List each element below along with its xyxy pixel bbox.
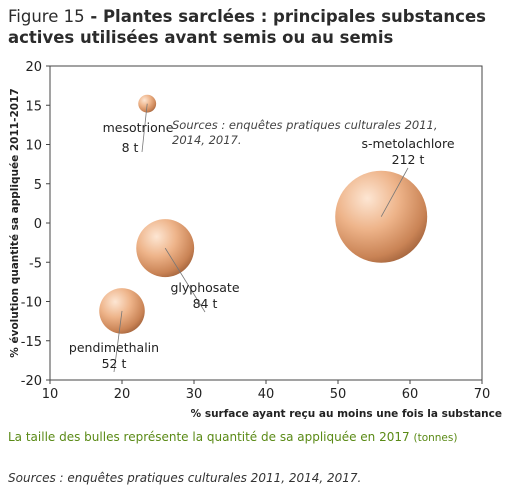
y-tick-label: 20 — [25, 60, 42, 75]
leader-mesotrione — [141, 103, 148, 153]
y-tick-label: 15 — [25, 99, 42, 114]
bubble-size-note: La taille des bulles représente la quant… — [8, 430, 457, 444]
label-mesotrione: mesotrione — [103, 120, 174, 135]
size-label-pendimethalin: 52 t — [102, 356, 127, 371]
size-label-mesotrione: 8 t — [122, 140, 139, 155]
y-tick-label: 0 — [34, 217, 42, 232]
labels-layer: Sources : enquêtes pratiques culturales … — [69, 103, 455, 373]
x-tick-label: 70 — [474, 387, 491, 402]
x-tick-label: 20 — [114, 387, 131, 402]
y-tick-label: -15 — [21, 335, 42, 350]
figure-number: Figure 15 — [8, 7, 85, 26]
x-axis-label: % surface ayant reçu au moins une fois l… — [191, 408, 502, 420]
bubble-size-note-text: La taille des bulles représente la quant… — [8, 430, 410, 444]
leader-s-metolachlore — [380, 167, 409, 217]
size-label-s-metolachlore: 212 t — [392, 152, 425, 167]
label-pendimethalin: pendimethalin — [69, 340, 159, 355]
x-tick-label: 30 — [186, 387, 203, 402]
leader-glyphosate — [164, 247, 206, 313]
y-tick-label: -5 — [29, 256, 42, 271]
label-glyphosate: glyphosate — [170, 280, 239, 295]
x-tick-label: 10 — [42, 387, 59, 402]
title-separator: - — [84, 7, 103, 26]
figure-title: Plantes sarclées : principales substance… — [8, 7, 486, 47]
bubble-size-unit: (tonnes) — [413, 432, 458, 444]
x-tick-label: 50 — [330, 387, 347, 402]
label-s-metolachlore: s-metolachlore — [361, 136, 454, 151]
chart-title: Figure 15 - Plantes sarclées : principal… — [8, 6, 503, 48]
y-tick-label: 10 — [25, 139, 42, 154]
size-label-glyphosate: 84 t — [193, 296, 218, 311]
x-tick-label: 40 — [258, 387, 275, 402]
leader-pendimethalin — [113, 310, 123, 373]
sources-annotation-line: 2014, 2017. — [172, 133, 242, 147]
footer-source: Sources : enquêtes pratiques culturales … — [8, 471, 362, 485]
bubble-chart: 10 20 30 40 50 60 70 -20 -15 -10 -5 0 5 10 15 20 % surfa… — [9, 60, 502, 420]
y-axis-label: % évolution quantité sa appliquée 2011-2… — [9, 88, 21, 357]
y-tick-label: 5 — [34, 178, 42, 193]
x-tick-label: 60 — [402, 387, 419, 402]
y-tick-label: -20 — [21, 374, 42, 389]
sources-annotation: Sources : enquêtes pratiques culturales … — [172, 118, 438, 147]
sources-annotation-line: Sources : enquêtes pratiques culturales … — [172, 118, 438, 132]
y-tick-label: -10 — [21, 296, 42, 311]
plot-area: 10 20 30 40 50 60 70 -20 -15 -10 -5 0 5 10 15 20 % surfa… — [9, 60, 502, 420]
